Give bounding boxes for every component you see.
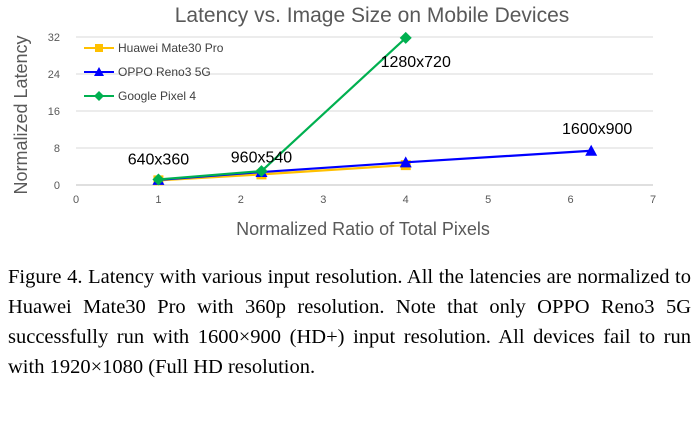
legend-label: OPPO Reno3 5G [118, 65, 211, 79]
x-tick-label: 1 [155, 194, 161, 206]
chart-title: Latency vs. Image Size on Mobile Devices [175, 4, 570, 27]
caption-text: Latency with various input resolution. A… [8, 266, 691, 378]
legend-item: OPPO Reno3 5G [84, 65, 211, 79]
legend-item: Huawei Mate30 Pro [84, 41, 224, 55]
x-tick-label: 5 [485, 194, 491, 206]
figure-caption: Figure 4. Latency with various input res… [8, 262, 691, 382]
x-axis-label: Normalized Ratio of Total Pixels [236, 219, 490, 239]
y-tick-label: 32 [48, 32, 60, 44]
legend-label: Huawei Mate30 Pro [118, 41, 224, 55]
series-oppo-reno3-5g [152, 144, 598, 185]
data-point [255, 165, 268, 178]
data-point [399, 156, 412, 168]
caption-label: Figure 4. [8, 266, 83, 288]
y-tick-label: 0 [54, 180, 60, 192]
grid [76, 36, 653, 186]
legend-marker [95, 44, 103, 52]
series-line [158, 149, 592, 182]
legend-label: Google Pixel 4 [118, 89, 196, 103]
y-tick-label: 24 [48, 69, 60, 81]
resolution-label: 1280x720 [381, 54, 451, 71]
legend: Huawei Mate30 Pro OPPO Reno3 5G Google Pix… [84, 41, 224, 103]
legend-marker [94, 67, 104, 76]
latency-chart: Latency vs. Image Size on Mobile Devices… [11, 4, 656, 239]
series-google-pixel-4 [152, 31, 412, 186]
x-tick-label: 7 [650, 194, 656, 206]
data-point [585, 144, 598, 156]
x-tick-label: 0 [73, 194, 79, 206]
y-tick-label: 16 [48, 106, 60, 118]
y-axis-ticks: 0 8 16 24 32 [48, 32, 60, 192]
resolution-label: 960x540 [231, 149, 292, 166]
x-tick-label: 3 [320, 194, 326, 206]
x-tick-label: 4 [403, 194, 409, 206]
data-point [152, 173, 165, 186]
x-tick-label: 2 [238, 194, 244, 206]
resolution-label: 640x360 [128, 151, 189, 168]
annotations: 640x360 960x540 1280x720 1600x900 [128, 54, 633, 168]
series-group [152, 31, 598, 186]
data-point [399, 31, 412, 44]
resolution-label: 1600x900 [562, 121, 632, 138]
legend-marker [94, 91, 104, 101]
x-tick-label: 6 [568, 194, 574, 206]
y-axis-label: Normalized Latency [11, 35, 31, 194]
x-axis-ticks: 0 1 2 3 4 5 6 7 [73, 194, 656, 206]
legend-item: Google Pixel 4 [84, 89, 196, 103]
y-tick-label: 8 [54, 143, 60, 155]
